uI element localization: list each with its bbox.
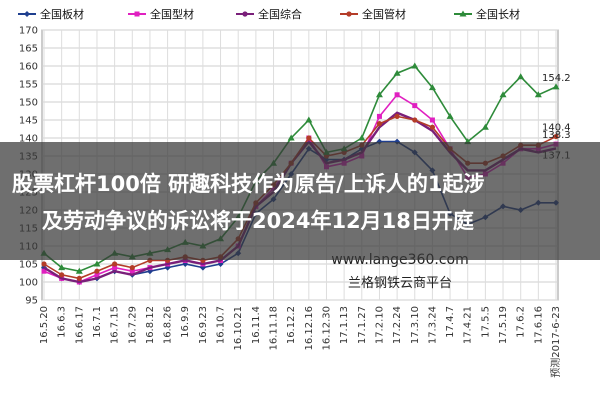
y-tick-label: 165 xyxy=(19,44,38,55)
x-tick-label: 16.7.29 xyxy=(127,306,138,344)
overlay-banner xyxy=(0,142,600,260)
data-point-3 xyxy=(376,121,383,127)
x-tick-label: 16.10.21 xyxy=(233,306,244,351)
legend-label: 全国型材 xyxy=(150,7,194,21)
data-point-4 xyxy=(411,62,419,69)
x-tick-label: 16.6.17 xyxy=(74,306,85,344)
end-value-label: 138.3 xyxy=(542,130,571,141)
data-point-4 xyxy=(287,134,295,141)
x-tick-label: 16.8.12 xyxy=(145,306,156,344)
legend-marker xyxy=(242,11,248,17)
legend-label: 全国长材 xyxy=(476,7,520,21)
x-tick-label: 16.6.3 xyxy=(57,306,68,338)
data-point-1 xyxy=(429,117,435,123)
x-tick-label: 17.1.13 xyxy=(339,306,350,344)
x-tick-label: 16.12.30 xyxy=(321,306,332,351)
data-point-1 xyxy=(412,103,418,109)
data-point-3 xyxy=(394,113,400,119)
x-tick-label: 17.5.5 xyxy=(480,306,491,338)
x-tick-label: 16.7.15 xyxy=(110,306,121,344)
x-tick-label: 17.6.2 xyxy=(516,306,527,338)
data-point-4 xyxy=(481,123,489,130)
y-tick-label: 160 xyxy=(19,62,38,73)
data-point-4 xyxy=(305,116,313,123)
x-tick-label: 16.11.4 xyxy=(251,306,262,344)
x-tick-label: 17.3.10 xyxy=(410,306,421,344)
x-tick-label: 16.9.9 xyxy=(180,306,191,338)
end-value-label: 154.2 xyxy=(542,73,571,84)
data-point-1 xyxy=(129,268,135,274)
x-tick-label: 17.4.21 xyxy=(463,306,474,344)
x-tick-label: 16.12.2 xyxy=(286,306,297,344)
x-tick-label: 16.8.26 xyxy=(163,306,174,344)
x-tick-label: 16.7.1 xyxy=(92,306,103,338)
legend-marker xyxy=(459,10,467,17)
data-point-4 xyxy=(75,267,83,274)
x-tick-label: 17.4.7 xyxy=(445,306,456,338)
data-point-4 xyxy=(534,91,542,98)
legend-marker xyxy=(346,11,352,17)
x-tick-label: 16.11.18 xyxy=(269,306,280,351)
x-tick-label: 17.6.16 xyxy=(533,306,544,344)
data-point-3 xyxy=(306,135,312,141)
legend-marker xyxy=(134,11,140,17)
legend-label: 全国板材 xyxy=(40,7,84,21)
legend-label: 全国管材 xyxy=(362,7,406,21)
x-tick-label: 16.10.7 xyxy=(216,306,227,344)
data-point-3 xyxy=(94,268,100,274)
data-point-1 xyxy=(394,92,400,98)
data-point-4 xyxy=(446,112,454,119)
data-point-4 xyxy=(375,91,383,98)
data-point-1 xyxy=(94,272,100,278)
data-point-1 xyxy=(112,265,118,271)
data-point-4 xyxy=(358,134,366,141)
data-point-3 xyxy=(59,272,65,278)
x-tick-label: 17.3.24 xyxy=(427,306,438,344)
watermark-platform: 兰格钢铁云商平台 xyxy=(348,275,452,291)
x-tick-label: 16.12.16 xyxy=(304,306,315,351)
x-tick-label: 17.2.10 xyxy=(374,306,385,344)
data-point-4 xyxy=(393,69,401,76)
y-tick-label: 100 xyxy=(19,278,38,289)
end-value-label: 140.4 xyxy=(542,123,571,134)
data-point-3 xyxy=(412,117,418,123)
data-point-3 xyxy=(129,265,135,271)
banner-line-1: 股票杠杆100倍 研趣科技作为原告/上诉人的1起涉 xyxy=(12,172,485,196)
y-tick-label: 95 xyxy=(25,296,38,307)
data-point-4 xyxy=(58,264,66,271)
x-tick-label: 预测2017-6-23 xyxy=(549,306,562,378)
x-tick-label: 16.9.23 xyxy=(198,306,209,344)
x-tick-label: 17.5.19 xyxy=(498,306,509,344)
y-tick-label: 145 xyxy=(19,116,38,127)
y-tick-label: 170 xyxy=(19,26,38,37)
x-tick-label: 17.1.27 xyxy=(357,306,368,344)
data-point-3 xyxy=(429,124,436,130)
data-point-3 xyxy=(76,275,82,281)
data-point-3 xyxy=(553,133,559,140)
x-tick-label: 17.2.24 xyxy=(392,306,403,344)
legend-marker xyxy=(24,11,30,17)
data-point-4 xyxy=(552,83,560,90)
y-tick-label: 140 xyxy=(19,134,38,145)
x-tick-label: 16.5.20 xyxy=(39,306,50,344)
y-tick-label: 150 xyxy=(19,98,38,109)
legend-label: 全国综合 xyxy=(258,7,302,21)
data-point-4 xyxy=(499,91,507,98)
data-point-1 xyxy=(41,268,47,274)
data-point-1 xyxy=(376,113,382,119)
data-point-4 xyxy=(517,73,525,80)
y-tick-label: 105 xyxy=(19,260,38,271)
data-point-3 xyxy=(112,261,118,267)
data-point-4 xyxy=(428,84,436,91)
banner-line-2: 及劳动争议的诉讼将于2024年12月18日开庭 xyxy=(42,209,474,233)
data-point-3 xyxy=(41,261,47,267)
y-tick-label: 155 xyxy=(19,80,38,91)
data-point-4 xyxy=(93,260,101,267)
